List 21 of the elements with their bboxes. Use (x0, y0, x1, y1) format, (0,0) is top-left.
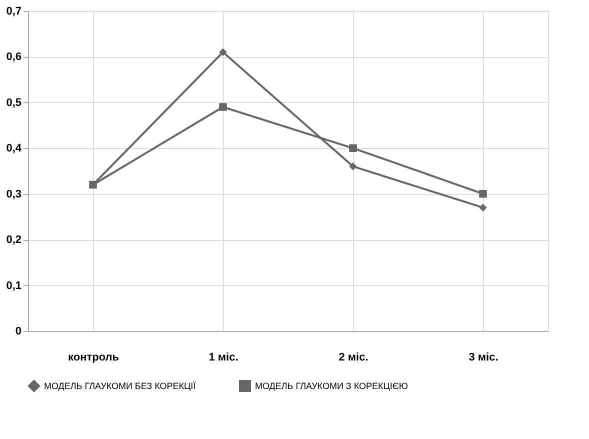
point (219, 48, 227, 56)
x-tick-label: 1 міс. (208, 352, 238, 364)
point (349, 144, 357, 152)
y-tick-label: 0,7 (6, 6, 22, 18)
point (479, 204, 487, 212)
y-tick-label: 0,4 (6, 142, 22, 155)
point (219, 103, 227, 111)
point (479, 190, 487, 198)
x-tick-label: 2 міс. (338, 352, 368, 364)
y-tick-label: 0,6 (6, 51, 22, 64)
y-tick-label: 0,2 (6, 234, 22, 246)
legend-label: МОДЕЛЬ ГЛАУКОМИ З КОРЕКЦІЄЮ (255, 381, 408, 391)
y-tick-label: 0,1 (6, 280, 22, 292)
y-tick-label: 0,5 (6, 96, 22, 109)
point (349, 162, 357, 170)
x-tick-label: 3 міс. (468, 352, 498, 364)
legend-label: МОДЕЛЬ ГЛАУКОМИ БЕЗ КОРЕКЦІЇ (44, 381, 196, 391)
y-tick-label: 0,3 (6, 188, 22, 200)
x-tick-label: контроль (68, 352, 120, 364)
point (89, 180, 97, 189)
y-tick-label: 0 (15, 326, 22, 338)
